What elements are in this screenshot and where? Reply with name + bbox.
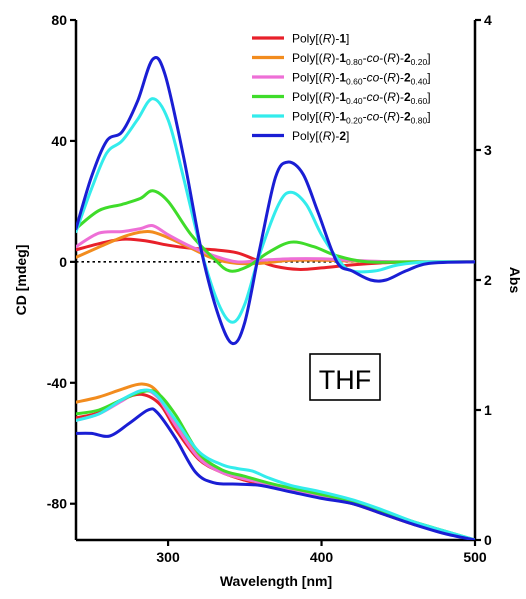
annotation-box: THF (309, 353, 381, 401)
abs-series-line-4 (76, 389, 475, 540)
abs-series-line-5 (76, 388, 475, 540)
legend-label-5: Poly[(R)-10.20-co-(R)-20.80] (292, 110, 431, 126)
y2-tick-label: 0 (484, 532, 492, 548)
legend-label-3: Poly[(R)-10.60-co-(R)-20.40] (292, 71, 431, 87)
series-group (76, 56, 475, 540)
y-axis-title: CD [mdeg] (13, 245, 29, 316)
cd-series-line-4 (76, 189, 475, 273)
legend-label-6: Poly[(R)-2] (292, 129, 349, 143)
x-tick-label: 300 (156, 549, 180, 565)
cd-series-line-6 (76, 56, 475, 346)
annotation-frame (309, 353, 381, 401)
tick-group: 300 400 500 -80 -40 0 40 80 0 1 2 3 4 (47, 12, 492, 565)
abs-series-line-1 (76, 392, 475, 540)
y2-tick-label: 1 (484, 402, 492, 418)
y2-tick-label: 2 (484, 272, 492, 288)
abs-series-line-6 (76, 407, 475, 540)
cd-series-line-3 (76, 223, 475, 264)
legend-label-1: Poly[(R)-1] (292, 32, 349, 46)
legend-label-2: Poly[(R)-10.80-co-(R)-20.20] (292, 51, 431, 67)
x-tick-label: 400 (310, 549, 334, 565)
y-tick-label: -80 (47, 496, 67, 512)
y-tick-label: 40 (51, 133, 67, 149)
abs-series-line-2 (76, 382, 475, 540)
cd-series-line-1 (76, 237, 475, 271)
y-tick-label: 0 (59, 254, 67, 270)
legend: Poly[(R)-1] Poly[(R)-10.80-co-(R)-20.20] P… (252, 32, 431, 143)
y-tick-label: -40 (47, 375, 67, 391)
x-tick-label: 500 (463, 549, 487, 565)
annotation-text: THF (319, 365, 371, 395)
cd-series-line-5 (76, 97, 475, 324)
y2-axis-title: Abs (507, 267, 523, 294)
legend-label-4: Poly[(R)-10.40-co-(R)-20.60] (292, 90, 431, 106)
x-axis-title: Wavelength [nm] (220, 573, 332, 589)
y2-tick-label: 3 (484, 142, 492, 158)
y2-tick-label: 4 (484, 12, 492, 28)
y-tick-label: 80 (51, 12, 67, 28)
abs-series-line-3 (76, 388, 475, 540)
